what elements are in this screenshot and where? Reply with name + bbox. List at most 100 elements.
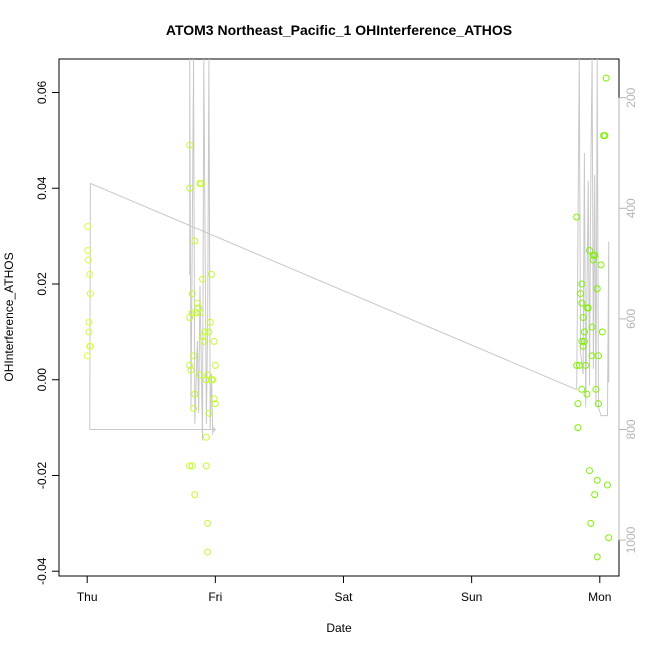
data-point bbox=[603, 481, 611, 489]
x-axis-label: Date bbox=[326, 621, 352, 635]
data-point bbox=[191, 237, 199, 245]
data-point bbox=[574, 424, 582, 432]
data-point bbox=[591, 491, 599, 499]
data-point bbox=[594, 352, 602, 360]
data-point bbox=[85, 328, 93, 336]
right-y-axis: 200 400 600 800 1000 bbox=[618, 87, 638, 553]
data-point bbox=[593, 476, 601, 484]
data-point bbox=[84, 256, 92, 264]
data-point bbox=[591, 251, 599, 259]
data-point bbox=[586, 246, 594, 254]
data-point bbox=[210, 337, 218, 345]
data-point bbox=[578, 280, 586, 288]
data-point bbox=[207, 270, 215, 278]
x-tick-label: Sat bbox=[334, 590, 353, 604]
data-point bbox=[190, 352, 198, 360]
data-point bbox=[205, 409, 213, 417]
y-tick-label: -0.02 bbox=[35, 461, 49, 489]
line-series-layer bbox=[89, 58, 610, 441]
x-tick-label: Fri bbox=[208, 590, 222, 604]
data-point bbox=[594, 400, 602, 408]
data-point bbox=[186, 141, 194, 149]
data-point bbox=[188, 290, 196, 298]
data-point bbox=[84, 246, 92, 254]
data-point bbox=[587, 519, 595, 527]
data-point bbox=[196, 371, 204, 379]
data-point bbox=[582, 361, 590, 369]
data-point bbox=[84, 223, 92, 231]
right-y-tick-label: 1000 bbox=[624, 526, 638, 553]
data-point bbox=[211, 361, 219, 369]
data-point bbox=[210, 395, 218, 403]
data-point bbox=[578, 385, 586, 393]
data-point bbox=[187, 366, 195, 374]
data-point bbox=[578, 299, 586, 307]
data-point bbox=[85, 318, 93, 326]
data-point bbox=[193, 299, 201, 307]
data-point bbox=[197, 179, 205, 187]
data-point bbox=[186, 462, 194, 470]
data-point bbox=[573, 213, 581, 221]
data-point bbox=[605, 534, 613, 542]
data-point bbox=[580, 328, 588, 336]
data-point bbox=[589, 256, 597, 264]
data-point bbox=[86, 270, 94, 278]
data-point bbox=[583, 390, 591, 398]
line-segment bbox=[189, 58, 214, 441]
data-point bbox=[201, 328, 209, 336]
x-tick-label: Sun bbox=[461, 590, 482, 604]
data-point bbox=[86, 342, 94, 350]
data-point bbox=[578, 337, 586, 345]
data-point bbox=[204, 371, 212, 379]
data-point bbox=[584, 304, 592, 312]
data-point bbox=[205, 328, 213, 336]
line-segment bbox=[576, 58, 610, 417]
y-tick-label: 0.06 bbox=[35, 81, 49, 105]
y-tick-label: 0.04 bbox=[35, 176, 49, 200]
data-point bbox=[577, 290, 585, 298]
data-point bbox=[593, 285, 601, 293]
data-point bbox=[593, 553, 601, 561]
data-point bbox=[597, 261, 605, 269]
data-point bbox=[199, 275, 207, 283]
data-point bbox=[204, 548, 212, 556]
plot-frame bbox=[58, 58, 620, 577]
y-tick-label: -0.04 bbox=[35, 557, 49, 585]
data-point bbox=[206, 318, 214, 326]
data-point bbox=[196, 309, 204, 317]
data-point bbox=[579, 342, 587, 350]
data-point bbox=[191, 491, 199, 499]
data-point bbox=[211, 400, 219, 408]
data-point bbox=[202, 433, 210, 441]
data-point bbox=[209, 376, 217, 384]
y-tick-label: 0.00 bbox=[35, 368, 49, 392]
data-point bbox=[588, 323, 596, 331]
right-y-tick-label: 800 bbox=[624, 419, 638, 439]
data-point bbox=[592, 385, 600, 393]
right-y-tick-label: 600 bbox=[624, 309, 638, 329]
data-point bbox=[190, 404, 198, 412]
data-point bbox=[191, 390, 199, 398]
data-point bbox=[83, 352, 91, 360]
line-segment bbox=[89, 182, 577, 430]
y-tick-label: 0.02 bbox=[35, 272, 49, 296]
data-point bbox=[574, 400, 582, 408]
chart-title: ATOM3 Northeast_Pacific_1 OHInterference… bbox=[166, 22, 512, 38]
y-axis-label: OHInterference_ATHOS bbox=[2, 252, 16, 381]
line-end-marker bbox=[211, 426, 217, 433]
x-tick-label: Mon bbox=[588, 590, 611, 604]
data-point bbox=[188, 309, 196, 317]
scatter-points-layer bbox=[83, 74, 613, 561]
data-point bbox=[200, 337, 208, 345]
right-y-tick-label: 200 bbox=[624, 87, 638, 107]
data-point bbox=[602, 74, 610, 82]
y-axis: -0.04 -0.02 0.00 0.02 0.04 0.06 bbox=[35, 81, 60, 585]
data-point bbox=[202, 462, 210, 470]
data-point bbox=[204, 519, 212, 527]
data-point bbox=[86, 290, 94, 298]
data-point bbox=[598, 328, 606, 336]
data-point bbox=[586, 467, 594, 475]
data-point bbox=[195, 304, 203, 312]
data-point bbox=[580, 337, 588, 345]
